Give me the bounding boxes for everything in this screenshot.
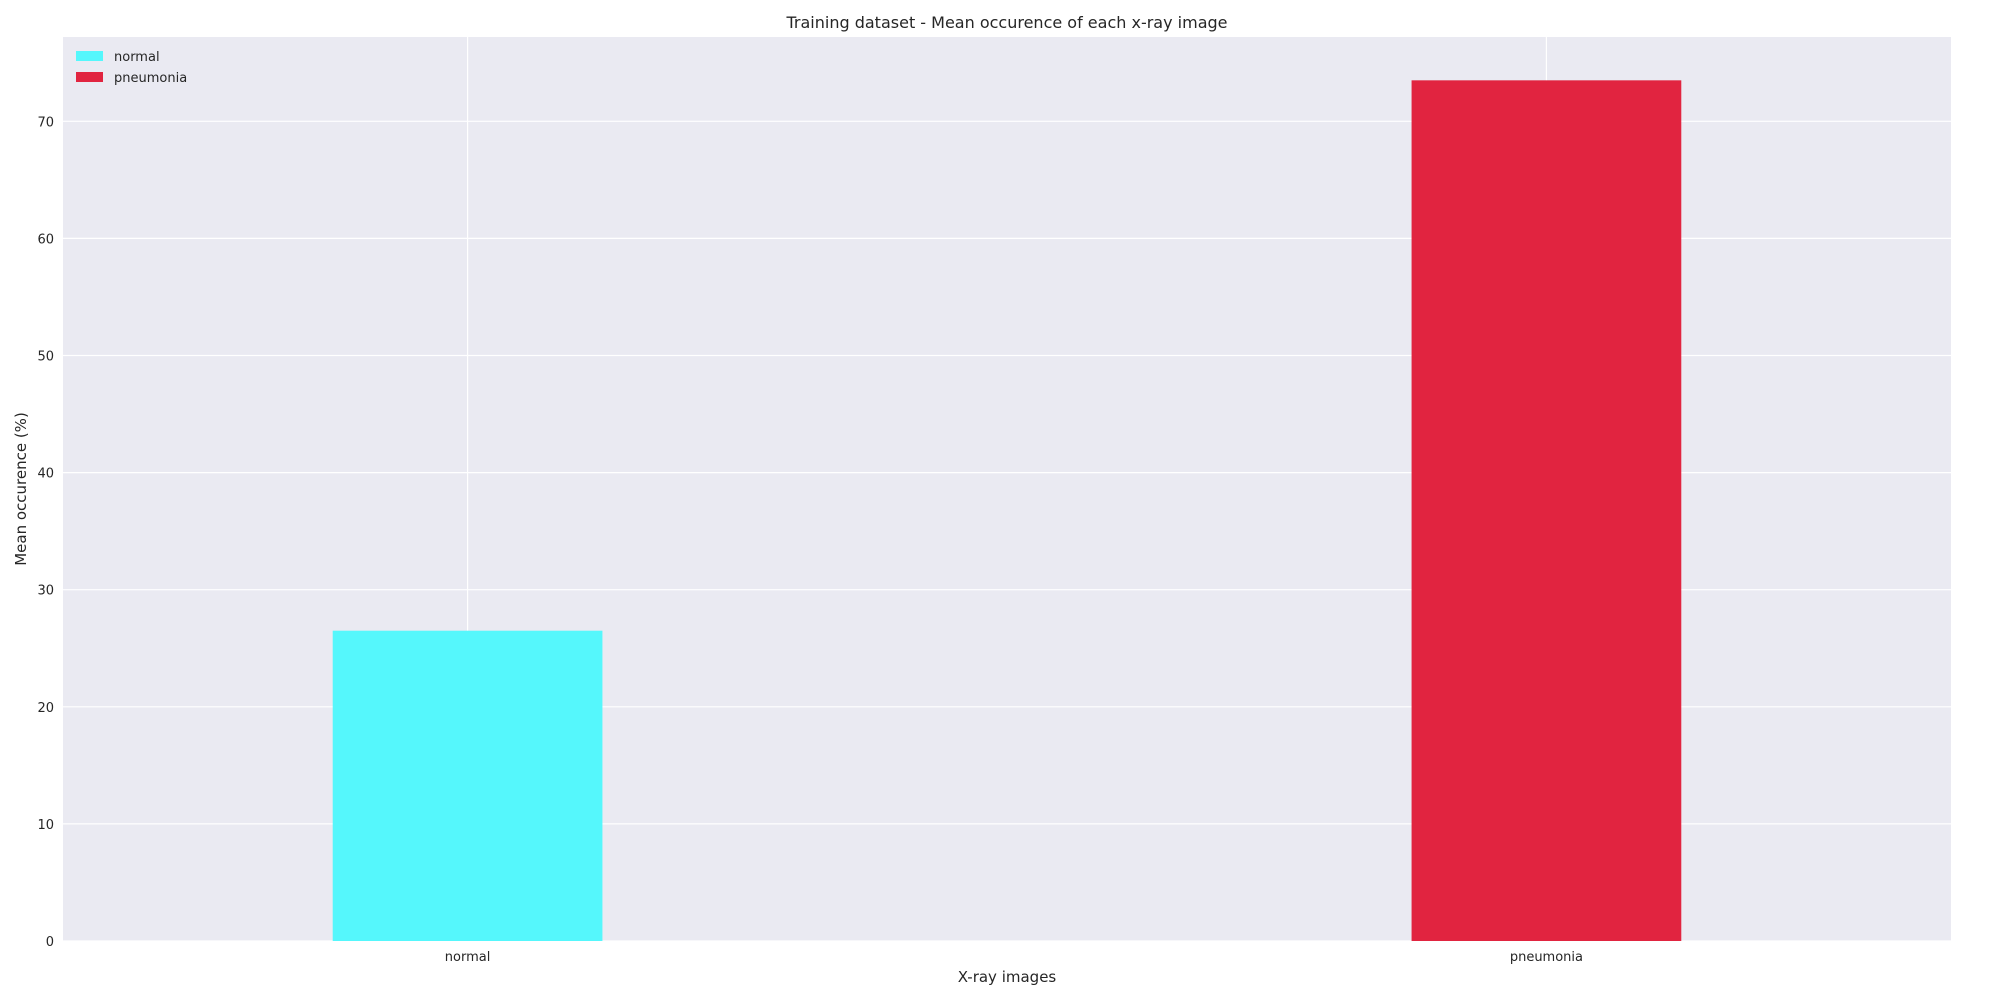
y-tick-labels: 0 10 20 30 40 50 60 70 bbox=[37, 115, 54, 950]
legend-swatch bbox=[76, 72, 103, 82]
bar-normal bbox=[332, 630, 603, 941]
y-tick-label: 60 bbox=[37, 232, 54, 247]
y-tick-label: 0 bbox=[46, 935, 54, 950]
x-tick-label: pneumonia bbox=[1510, 950, 1583, 965]
y-tick-label: 30 bbox=[37, 584, 54, 599]
bar-pneumonia bbox=[1411, 80, 1682, 942]
legend-label: normal bbox=[114, 50, 160, 65]
legend-swatch bbox=[76, 51, 103, 61]
y-tick-label: 50 bbox=[37, 350, 54, 365]
y-tick-label: 10 bbox=[37, 818, 54, 833]
legend: normal pneumonia bbox=[76, 50, 187, 86]
bars bbox=[332, 80, 1682, 942]
legend-label: pneumonia bbox=[114, 71, 187, 86]
chart-title: Training dataset - Mean occurence of eac… bbox=[786, 13, 1228, 32]
y-tick-label: 70 bbox=[37, 115, 54, 130]
x-tick-labels: normal pneumonia bbox=[445, 950, 1583, 965]
y-tick-label: 40 bbox=[37, 467, 54, 482]
x-axis-label: X-ray images bbox=[958, 968, 1057, 986]
x-tick-label: normal bbox=[445, 950, 491, 965]
y-tick-label: 20 bbox=[37, 701, 54, 716]
y-axis-label: Mean occurence (%) bbox=[12, 412, 30, 566]
